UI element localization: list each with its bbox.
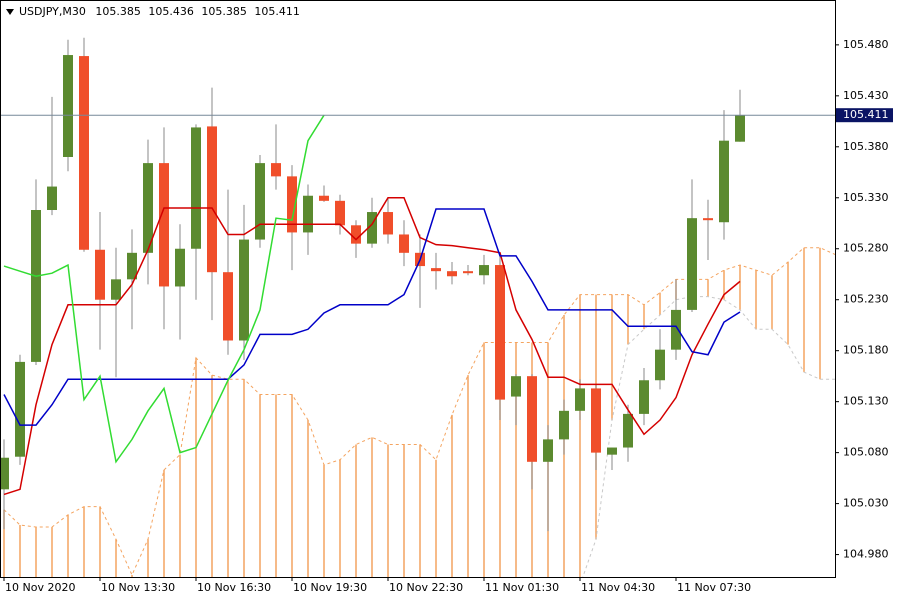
candle-body: [1, 457, 9, 490]
header-close: 105.411: [254, 5, 300, 18]
candle-body: [703, 218, 713, 221]
candle-body: [287, 176, 297, 233]
y-tick-label: 105.330: [843, 191, 889, 204]
candle-body: [527, 376, 537, 462]
x-tick-label: 11 Nov 07:30: [677, 581, 751, 594]
candle-body: [671, 309, 681, 350]
x-tick-label: 11 Nov 01:30: [485, 581, 559, 594]
candle-body: [31, 210, 41, 362]
candle-body: [303, 195, 313, 233]
y-tick-label: 105.030: [843, 497, 889, 510]
candle-body: [271, 163, 281, 177]
candle-body: [639, 380, 649, 414]
candle-body: [335, 200, 345, 226]
header-open: 105.385: [95, 5, 141, 18]
candle-body: [607, 447, 617, 455]
candle-body: [255, 163, 265, 240]
x-tick-label: 10 Nov 19:30: [293, 581, 367, 594]
candle-body: [735, 115, 745, 142]
candle-body: [559, 410, 569, 440]
candle-body: [463, 271, 473, 274]
x-tick-label: 10 Nov 16:30: [197, 581, 271, 594]
plot-frame: [0, 0, 836, 578]
indicator-line: [3, 114, 325, 464]
candle-body: [47, 186, 57, 211]
candle-body: [63, 55, 73, 157]
candle-body: [143, 163, 153, 253]
indicator-line: [3, 197, 741, 496]
candle-body: [351, 225, 361, 244]
y-tick-label: 105.430: [843, 89, 889, 102]
price-label: 105.411: [843, 108, 889, 121]
candle-body: [591, 388, 601, 453]
candle-body: [79, 56, 89, 250]
x-tick-label: 10 Nov 13:30: [101, 581, 175, 594]
header-high: 105.436: [148, 5, 194, 18]
candle-body: [95, 249, 105, 300]
candle-body: [111, 279, 121, 300]
axes: 104.980 105.030 105.080 105.130 105.180 105.2…: [3, 38, 893, 594]
candle-body: [383, 212, 393, 235]
y-tick-label: 105.130: [843, 395, 889, 408]
menu-arrow[interactable]: [6, 9, 14, 15]
candle-body: [575, 388, 585, 411]
x-tick-label: 10 Nov 2020: [5, 581, 75, 594]
candle-body: [223, 272, 233, 341]
candle-body: [239, 239, 249, 341]
y-tick-label: 105.080: [843, 446, 889, 459]
candle-body: [431, 268, 441, 272]
header-low: 105.385: [201, 5, 247, 18]
candle-body: [159, 163, 169, 287]
senkou-span-a: [3, 247, 835, 577]
y-tick-label: 105.480: [843, 38, 889, 51]
y-tick-label: 105.180: [843, 344, 889, 357]
candle-body: [479, 265, 489, 276]
candle-body: [191, 127, 201, 249]
candle-body: [511, 376, 521, 397]
price-label-box: [836, 108, 893, 123]
candle-body: [175, 248, 185, 287]
candle-body: [655, 349, 665, 381]
candle-body: [399, 234, 409, 253]
plot-area: [1, 37, 835, 577]
y-tick-label: 104.980: [843, 548, 889, 561]
symbol-label: USDJPY,M30: [19, 5, 86, 18]
y-tick-label: 105.380: [843, 140, 889, 153]
chart-header: USDJPY,M30 105.385 105.436 105.385 105.4…: [19, 5, 300, 18]
candle-body: [719, 140, 729, 223]
x-tick-label: 10 Nov 22:30: [389, 581, 463, 594]
candle-body: [495, 265, 505, 400]
candle-body: [367, 212, 377, 244]
x-tick-label: 11 Nov 04:30: [581, 581, 655, 594]
candle-body: [687, 218, 697, 310]
y-tick-label: 105.280: [843, 242, 889, 255]
candle-body: [319, 195, 329, 201]
candle-body: [207, 126, 217, 273]
indicator-line: [3, 208, 741, 426]
candle-body: [623, 413, 633, 448]
y-tick-label: 105.230: [843, 293, 889, 306]
candle-body: [447, 271, 457, 277]
candle-body: [127, 252, 137, 280]
candle-body: [543, 439, 553, 462]
candle-body: [15, 361, 25, 457]
